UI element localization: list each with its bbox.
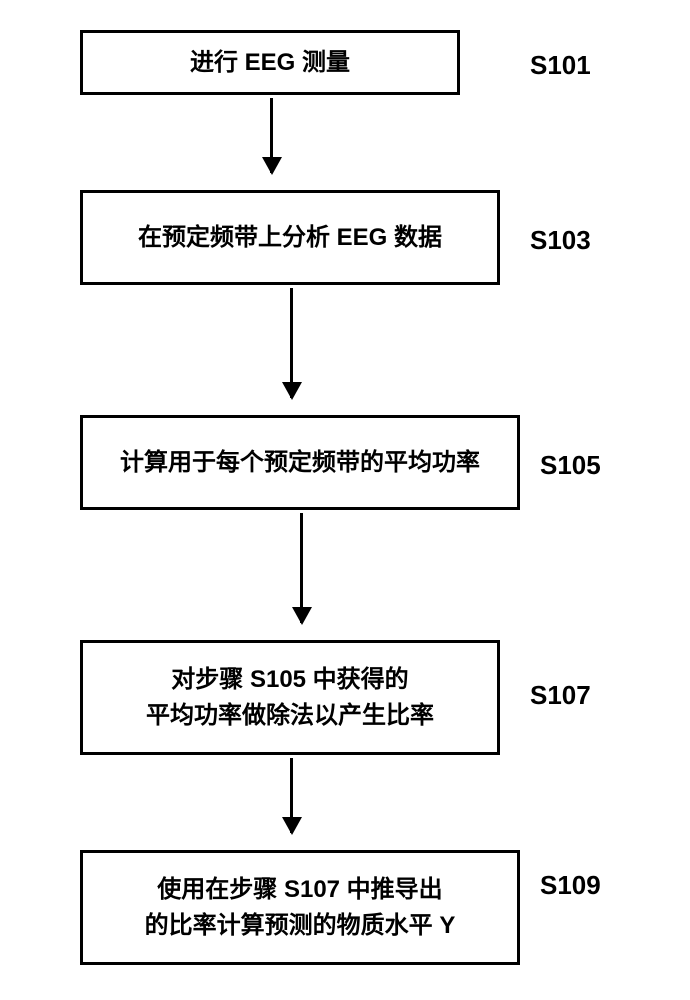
step-text-s109-line2: 的比率计算预测的物质水平 Y (145, 908, 456, 944)
step-box-s103: 在预定频带上分析 EEG 数据 (80, 190, 500, 285)
step-box-s101: 进行 EEG 测量 (80, 30, 460, 95)
step-text-s109-line1: 使用在步骤 S107 中推导出 (145, 872, 456, 908)
arrow-s103-s105 (290, 288, 293, 398)
step-label-s103: S103 (530, 225, 591, 256)
step-text-s109: 使用在步骤 S107 中推导出 的比率计算预测的物质水平 Y (145, 872, 456, 944)
flowchart-container: 进行 EEG 测量 S101 在预定频带上分析 EEG 数据 S103 计算用于… (0, 0, 690, 1000)
step-text-s107: 对步骤 S105 中获得的 平均功率做除法以产生比率 (146, 662, 434, 734)
step-label-s105: S105 (540, 450, 601, 481)
step-box-s107: 对步骤 S105 中获得的 平均功率做除法以产生比率 (80, 640, 500, 755)
arrow-s105-s107 (300, 513, 303, 623)
step-box-s105: 计算用于每个预定频带的平均功率 (80, 415, 520, 510)
arrow-s107-s109 (290, 758, 293, 833)
step-label-s107: S107 (530, 680, 591, 711)
step-text-s107-line1: 对步骤 S105 中获得的 (146, 662, 434, 698)
step-label-s109: S109 (540, 870, 601, 901)
step-text-s105: 计算用于每个预定频带的平均功率 (120, 445, 480, 481)
step-text-s107-line2: 平均功率做除法以产生比率 (146, 698, 434, 734)
step-label-s101: S101 (530, 50, 591, 81)
step-text-s101: 进行 EEG 测量 (190, 45, 350, 81)
step-text-s103: 在预定频带上分析 EEG 数据 (138, 220, 442, 256)
step-box-s109: 使用在步骤 S107 中推导出 的比率计算预测的物质水平 Y (80, 850, 520, 965)
arrow-s101-s103 (270, 98, 273, 173)
